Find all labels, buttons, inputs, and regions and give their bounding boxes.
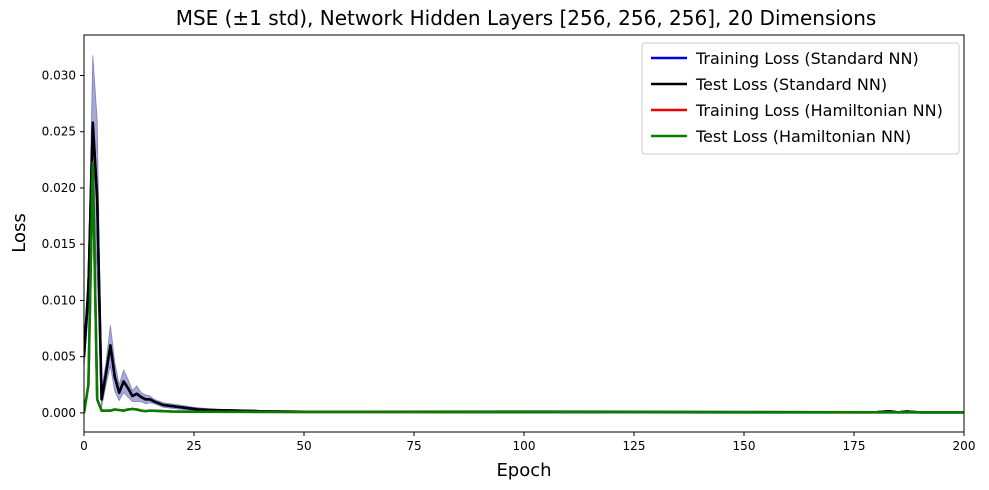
y-tick-label: 0.025 <box>42 125 76 139</box>
legend-label: Training Loss (Standard NN) <box>695 49 919 68</box>
y-tick-label: 0.030 <box>42 68 76 82</box>
y-tick-label: 0.020 <box>42 181 76 195</box>
plot-frame <box>83 34 965 433</box>
series-line-4 <box>84 161 964 414</box>
x-tick-label: 150 <box>733 439 756 453</box>
legend-label: Training Loss (Hamiltonian NN) <box>695 101 943 120</box>
y-tick-label: 0.015 <box>42 237 76 251</box>
y-tick-label: 0.005 <box>42 350 76 364</box>
y-tick-label: 0.010 <box>42 293 76 307</box>
legend-label: Test Loss (Standard NN) <box>695 75 887 94</box>
x-tick-label: 125 <box>623 439 646 453</box>
x-tick-label: 0 <box>80 439 88 453</box>
std-band <box>84 55 964 414</box>
x-tick-label: 175 <box>843 439 866 453</box>
x-tick-label: 25 <box>186 439 201 453</box>
legend-box <box>641 42 960 155</box>
legend: Training Loss (Standard NN) Test Loss (St… <box>641 42 960 155</box>
chart-title: MSE (±1 std), Network Hidden Layers [256… <box>176 6 877 30</box>
x-tick-label: 200 <box>953 439 976 453</box>
x-tick-label: 50 <box>296 439 311 453</box>
legend-label: Test Loss (Hamiltonian NN) <box>695 127 911 146</box>
x-tick-label: 100 <box>513 439 536 453</box>
y-axis-label: Loss <box>9 213 30 252</box>
x-tick-label: 75 <box>406 439 421 453</box>
y-tick-label: 0.000 <box>42 406 76 420</box>
x-axis-label: Epoch <box>496 460 551 481</box>
